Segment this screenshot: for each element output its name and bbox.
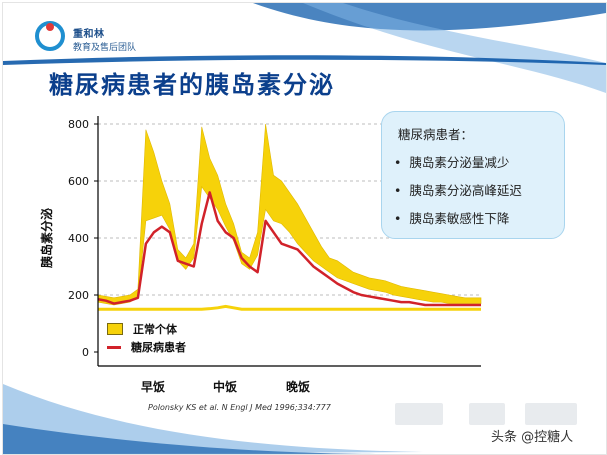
logo-mark-icon (35, 21, 65, 51)
y-tick-label: 0 (82, 346, 89, 359)
legend-swatch-band (107, 323, 123, 335)
watermark: 头条 @控糖人 (491, 430, 574, 445)
legend-item-normal: 正常个体 (107, 320, 186, 338)
series-band-normal (97, 123, 482, 306)
blurred-region (525, 403, 577, 425)
y-axis-label: 胰岛素分泌 (39, 208, 54, 268)
citation: Polonsky KS et al. N Engl J Med 1996;334… (148, 403, 331, 412)
series-baseline-normal (98, 304, 481, 311)
chart-marks (97, 123, 482, 311)
legend-item-diabetic: 糖尿病患者 (107, 338, 186, 356)
header-swoosh (3, 3, 606, 93)
meal-label-dinner: 晚饭 (286, 380, 311, 394)
meal-label-lunch: 中饭 (213, 380, 238, 394)
chart-legend: 正常个体 糖尿病患者 (107, 320, 186, 356)
logo: 重和林 教育及售后团队 (33, 19, 173, 59)
legend-label-normal: 正常个体 (133, 323, 177, 336)
blurred-region (469, 403, 505, 425)
slide-title: 糖尿病患者的胰岛素分泌 (49, 71, 335, 99)
info-box: 糖尿病患者： 胰岛素分泌量减少 胰岛素分泌高峰延迟 胰岛素敏感性下降 (381, 111, 565, 239)
legend-label-diabetic: 糖尿病患者 (131, 341, 186, 354)
chart-ticks: 0 200 400 600 800 (68, 118, 98, 359)
legend-swatch-line (107, 345, 121, 349)
info-item: 胰岛素分泌高峰延迟 (394, 180, 552, 199)
y-tick-label: 800 (68, 118, 89, 131)
info-item: 胰岛素敏感性下降 (394, 208, 552, 227)
blurred-region (395, 403, 443, 425)
y-tick-label: 200 (68, 289, 89, 302)
y-tick-label: 600 (68, 175, 89, 188)
meal-label-breakfast: 早饭 (141, 380, 166, 394)
logo-subtitle: 教育及售后团队 (73, 43, 137, 53)
chart-axes (97, 116, 481, 367)
y-tick-label: 400 (68, 232, 89, 245)
series-line-diabetic (97, 191, 481, 307)
info-item: 胰岛素分泌量减少 (394, 152, 552, 171)
info-heading: 糖尿病患者： (398, 127, 474, 142)
footer-swoosh (3, 384, 423, 454)
info-list: 胰岛素分泌量减少 胰岛素分泌高峰延迟 胰岛素敏感性下降 (394, 152, 552, 227)
logo-name: 重和林 (73, 29, 105, 40)
